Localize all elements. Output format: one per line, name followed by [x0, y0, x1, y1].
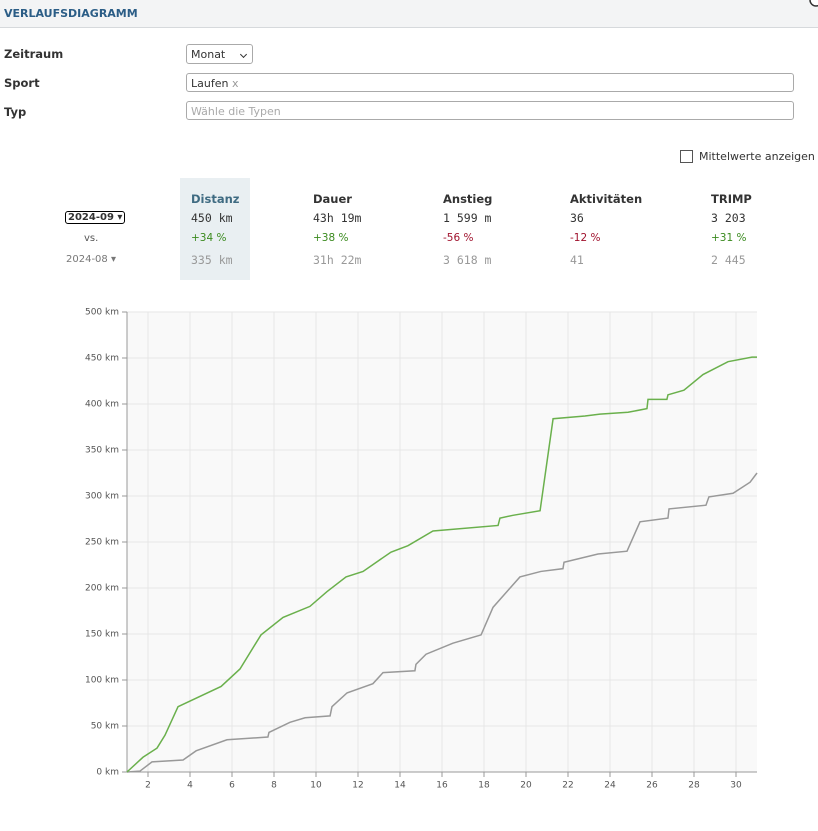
x-tick-label: 30: [730, 781, 742, 791]
current-value: 1 599 m: [443, 211, 491, 225]
previous-period: 2024-08: [66, 254, 108, 265]
x-tick-label: 26: [646, 781, 658, 791]
type-label: Typ: [4, 105, 26, 119]
change-value: -56 %: [443, 232, 473, 244]
current-value: 450 km: [191, 211, 233, 225]
sport-tag: Laufen: [191, 77, 228, 90]
period-select[interactable]: Monat: [186, 44, 253, 64]
previous-period-select[interactable]: 2024-08 ▾: [66, 254, 116, 265]
x-tick-label: 10: [310, 781, 322, 791]
x-tick-label: 4: [187, 781, 193, 791]
type-input[interactable]: Wähle die Typen: [186, 101, 794, 120]
x-tick-label: 20: [520, 781, 532, 791]
vs-label: vs.: [84, 233, 98, 244]
averages-label: Mittelwerte anzeigen: [699, 150, 815, 163]
change-value: +34 %: [191, 232, 226, 244]
y-tick-label: 150 km: [85, 630, 119, 640]
x-tick-label: 28: [688, 781, 700, 791]
x-tick-label: 22: [562, 781, 573, 791]
dialog-header: VERLAUFSDIAGRAMM: [0, 0, 818, 28]
x-tick-label: 16: [436, 781, 448, 791]
y-tick-label: 100 km: [85, 676, 119, 686]
column-header[interactable]: TRIMP: [711, 192, 752, 206]
y-tick-label: 250 km: [85, 538, 119, 548]
y-tick-label: 0 km: [96, 768, 119, 778]
x-tick-label: 14: [394, 781, 406, 791]
y-tick-label: 450 km: [85, 354, 119, 364]
current-period-select[interactable]: 2024-09 ▾: [65, 211, 125, 224]
previous-value: 2 445: [711, 253, 746, 267]
previous-value: 41: [570, 253, 584, 267]
column-header[interactable]: Dauer: [313, 192, 352, 206]
column-header[interactable]: Aktivitäten: [570, 192, 642, 206]
close-button[interactable]: [806, 0, 818, 8]
y-tick-label: 200 km: [85, 584, 119, 594]
column-header[interactable]: Anstieg: [443, 192, 492, 206]
sport-remove[interactable]: x: [232, 77, 239, 90]
type-placeholder: Wähle die Typen: [191, 105, 281, 118]
current-period: 2024-09: [68, 212, 114, 223]
x-tick-label: 24: [604, 781, 616, 791]
period-label: Zeitraum: [4, 47, 63, 61]
change-value: +38 %: [313, 232, 348, 244]
period-value: Monat: [191, 48, 225, 61]
x-tick-label: 18: [478, 781, 490, 791]
y-tick-label: 50 km: [91, 722, 119, 732]
change-value: +31 %: [711, 232, 746, 244]
current-value: 3 203: [711, 211, 746, 225]
y-tick-label: 400 km: [85, 400, 119, 410]
sport-label: Sport: [4, 76, 40, 90]
previous-value: 335 km: [191, 253, 233, 267]
y-tick-label: 350 km: [85, 446, 119, 456]
x-tick-label: 2: [145, 781, 151, 791]
previous-value: 3 618 m: [443, 253, 491, 267]
change-value: -12 %: [570, 232, 600, 244]
current-value: 36: [570, 211, 584, 225]
y-tick-label: 500 km: [85, 308, 119, 318]
x-tick-label: 8: [271, 781, 277, 791]
current-value: 43h 19m: [313, 211, 361, 225]
averages-checkbox[interactable]: [680, 150, 693, 163]
x-tick-label: 6: [229, 781, 235, 791]
x-tick-label: 12: [352, 781, 363, 791]
y-tick-label: 300 km: [85, 492, 119, 502]
dialog-title: VERLAUFSDIAGRAMM: [4, 7, 138, 20]
previous-value: 31h 22m: [313, 253, 361, 267]
sport-input[interactable]: Laufen x: [186, 73, 794, 92]
column-header[interactable]: Distanz: [191, 192, 239, 206]
